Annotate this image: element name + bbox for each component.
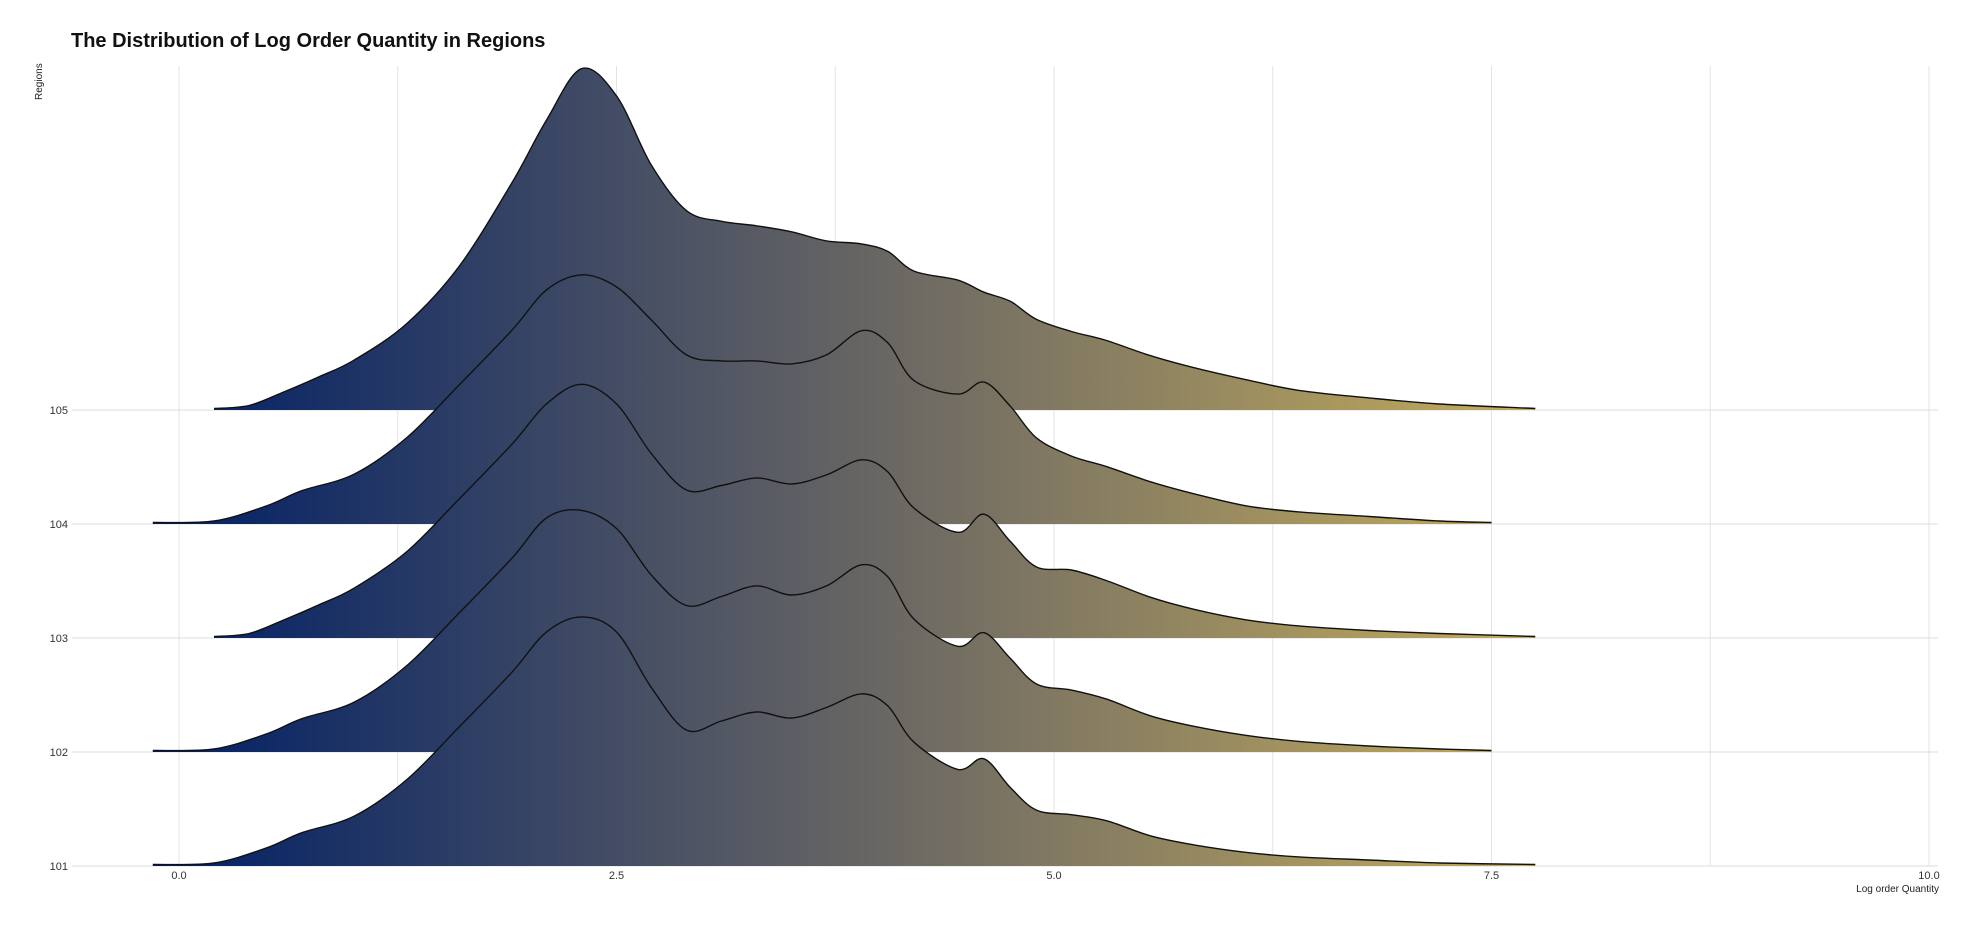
x-tick-label: 7.5 — [1484, 870, 1499, 882]
x-tick-label: 0.0 — [171, 870, 186, 882]
ridge-area-102 — [152, 509, 1492, 752]
axis-labels: 101 102 103 104 105 0.0 2.5 5.0 7.5 10.0 — [50, 405, 1940, 882]
ridge-line-103 — [213, 383, 1536, 638]
ridge-area-101 — [152, 616, 1536, 866]
ridges — [152, 67, 1536, 866]
y-tick-label: 104 — [50, 519, 68, 531]
ridge-line-102 — [152, 508, 1492, 752]
chart-title: The Distribution of Log Order Quantity i… — [71, 30, 546, 52]
y-tick-label: 103 — [50, 633, 68, 645]
y-tick-label: 101 — [50, 861, 68, 873]
x-tick-label: 2.5 — [609, 870, 624, 882]
y-axis-title: Regions — [34, 63, 45, 100]
ridge-line-105 — [213, 67, 1536, 410]
x-axis-title: Log order Quantity — [1856, 884, 1939, 895]
x-tick-label: 5.0 — [1046, 870, 1061, 882]
y-tick-label: 105 — [50, 405, 68, 417]
y-tick-label: 102 — [50, 747, 68, 759]
x-tick-label: 10.0 — [1918, 870, 1939, 882]
ridge-line-101 — [152, 616, 1536, 866]
ridge-area-104 — [152, 274, 1492, 524]
ridge-line-104 — [152, 274, 1492, 524]
